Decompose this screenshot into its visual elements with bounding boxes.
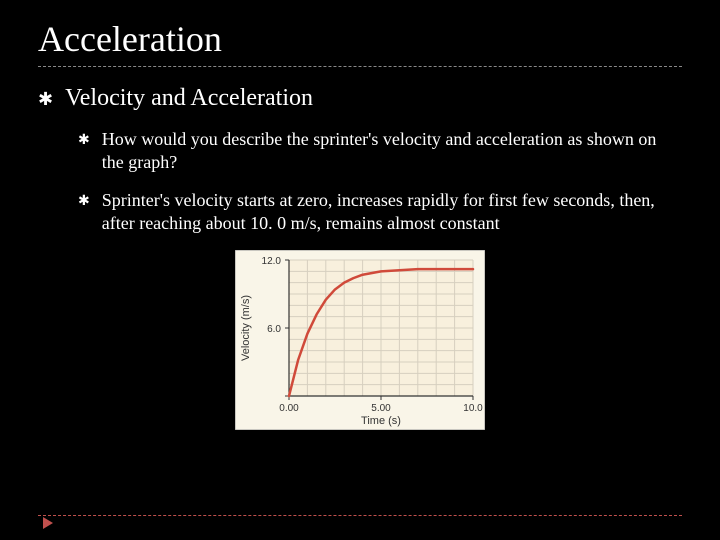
- subtitle-text: Velocity and Acceleration: [65, 85, 313, 112]
- bullet-icon: ✱: [38, 89, 53, 110]
- chart-container: 0.00 5.00 10.0 6.0 12.0 Time (s) Velocity (m/s…: [38, 250, 682, 435]
- bullet-icon: ✱: [78, 132, 90, 149]
- svg-text:Time (s): Time (s): [361, 415, 401, 427]
- svg-text:5.00: 5.00: [371, 403, 391, 414]
- slide-container: Acceleration ✱ Velocity and Acceleration…: [0, 0, 720, 435]
- bullet-icon: ✱: [78, 193, 90, 210]
- velocity-chart: 0.00 5.00 10.0 6.0 12.0 Time (s) Velocity (m/s…: [235, 250, 485, 430]
- footer-arrow-icon: [43, 517, 53, 529]
- footer-divider: [38, 515, 682, 516]
- slide-title: Acceleration: [38, 18, 682, 60]
- bullet-1: ✱ How would you describe the sprinter's …: [78, 128, 682, 175]
- svg-text:6.0: 6.0: [267, 324, 281, 335]
- title-divider: [38, 66, 682, 67]
- bullet-2: ✱ Sprinter's velocity starts at zero, in…: [78, 189, 682, 236]
- svg-text:10.0: 10.0: [463, 403, 483, 414]
- subtitle-row: ✱ Velocity and Acceleration: [38, 85, 682, 112]
- bullet-1-text: How would you describe the sprinter's ve…: [102, 128, 662, 175]
- svg-text:12.0: 12.0: [262, 256, 282, 267]
- svg-text:Velocity (m/s): Velocity (m/s): [240, 295, 252, 361]
- svg-text:0.00: 0.00: [279, 403, 299, 414]
- bullet-2-text: Sprinter's velocity starts at zero, incr…: [102, 189, 662, 236]
